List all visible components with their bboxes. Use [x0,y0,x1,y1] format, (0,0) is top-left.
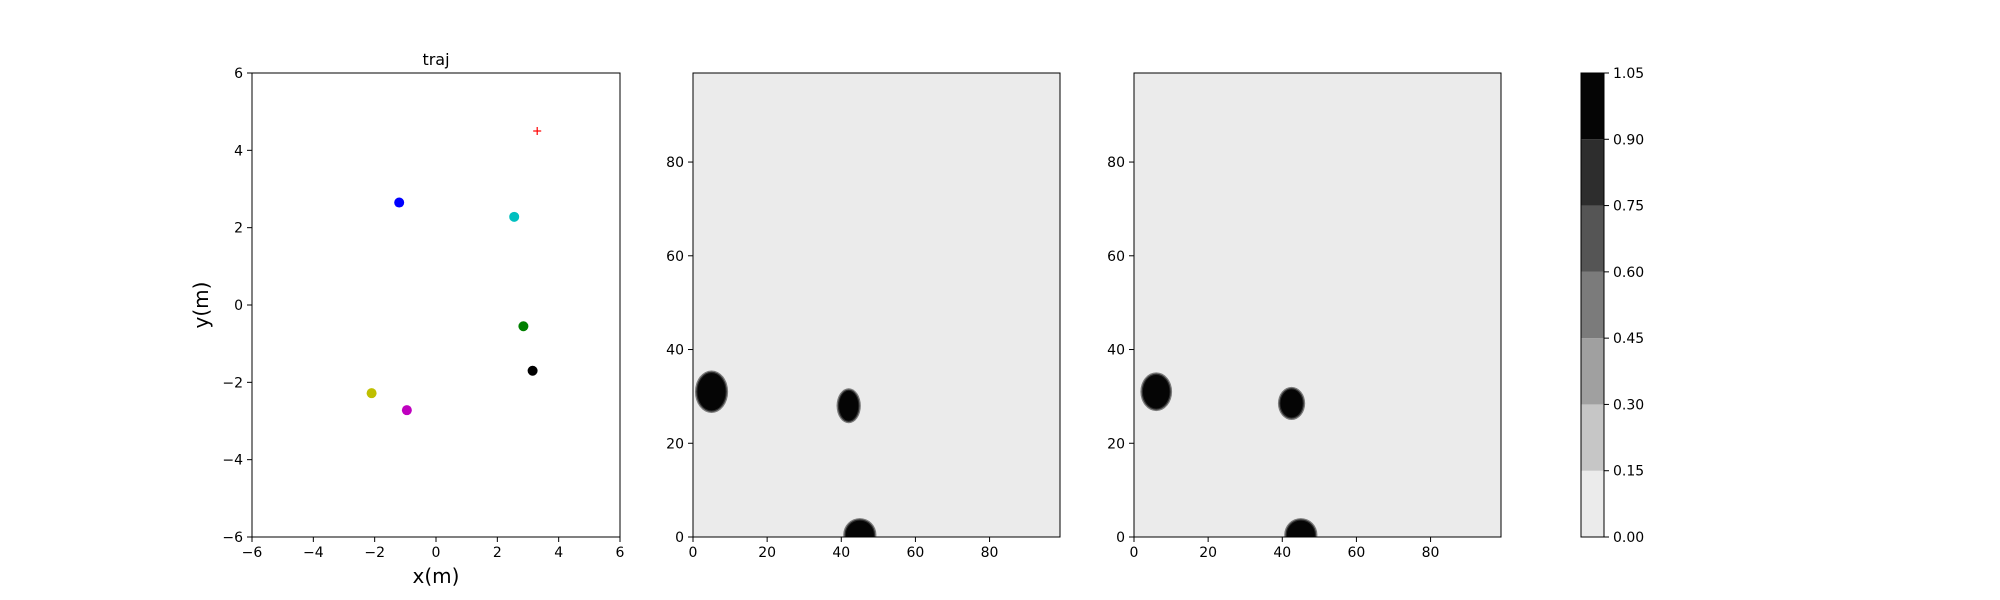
y-axis-label: y(m) [189,282,213,329]
colorbar-tick-label: 0.15 [1613,464,1644,480]
x-tick-label: −4 [303,545,324,561]
colorbar: 0.00 0.15 0.30 0.45 0.60 0.75 0.90 1.05 [1580,66,1644,546]
colorbar-tick-label: 0.90 [1613,132,1644,148]
x-tick-label: 80 [981,545,999,561]
x-tick-label: 60 [907,545,925,561]
goal-marker [533,127,542,135]
x-axis-label: x(m) [413,564,460,588]
colorbar-tick-label: 0.60 [1613,265,1644,281]
x-tick-label: −2 [364,545,385,561]
y-tick-label: 4 [234,143,243,159]
y-tick-label: 80 [1107,155,1125,171]
data-point [401,405,412,416]
colorbar-frame [1580,72,1605,538]
x-tick-label: 0 [432,545,441,561]
x-tick-label: 40 [832,545,850,561]
chart-title: traj [422,50,449,69]
heatmap-plot-2: 0 20 40 60 80 0 20 40 60 80 [1107,72,1502,561]
obstacle [697,372,726,411]
y-tick-label: 80 [666,155,684,171]
obstacle [1286,520,1315,537]
y-tick-label: −2 [222,375,243,391]
data-point [394,197,405,208]
x-tick-label: 2 [493,545,502,561]
x-tick-label: 0 [1130,545,1139,561]
obstacle-group [694,370,877,537]
plot-frame [692,72,1061,538]
obstacle [845,520,874,537]
colorbar-band [1581,139,1604,206]
y-tick-label: 0 [1116,530,1125,546]
x-tick-label: 60 [1348,545,1366,561]
obstacle-group [1140,372,1318,537]
heatmap-background [1134,73,1501,537]
colorbar-tick-label: 1.05 [1613,66,1644,82]
colorbar-tick-label: 0.45 [1613,331,1644,347]
colorbar-tick-label: 0.00 [1613,530,1644,546]
x-tick-label: −6 [242,545,263,561]
x-tick-label: 20 [1199,545,1217,561]
obstacle [1142,374,1170,409]
x-tick-label: 20 [758,545,776,561]
y-tick-label: 40 [666,343,684,359]
y-tick-label: −4 [222,453,243,469]
colorbar-tick-label: 0.30 [1613,397,1644,413]
colorbar-tick-label: 0.75 [1613,199,1644,215]
y-tick-label: 20 [666,436,684,452]
data-point [518,321,529,332]
plot-frame [1133,72,1502,538]
colorbar-band [1581,404,1604,471]
colorbar-band [1581,338,1604,405]
x-tick-label: 0 [689,545,698,561]
y-tick-label: 0 [234,298,243,314]
obstacle [839,390,859,421]
x-tick-label: 4 [554,545,563,561]
data-point [509,211,520,222]
y-tick-label: 40 [1107,343,1125,359]
data-point [527,365,538,376]
y-tick-label: 0 [675,530,684,546]
y-tick-label: 6 [234,66,243,82]
x-tick-label: 6 [616,545,625,561]
x-tick-label: 80 [1422,545,1440,561]
y-tick-label: 2 [234,221,243,237]
data-point [366,388,377,399]
colorbar-band [1581,470,1604,537]
colorbar-band [1581,205,1604,272]
y-tick-label: 60 [666,249,684,265]
y-tick-label: 60 [1107,249,1125,265]
heatmap-plot-1: 0 20 40 60 80 0 20 40 60 80 [666,72,1061,561]
obstacle [1280,389,1303,418]
y-tick-label: −6 [222,530,243,546]
colorbar-band [1581,271,1604,339]
y-tick-label: 20 [1107,436,1125,452]
heatmap-background [693,73,1060,537]
plot-frame [251,72,621,538]
colorbar-band [1581,73,1604,140]
plot-area [252,73,620,537]
x-tick-label: 40 [1273,545,1291,561]
trajectory-plot: −6 −4 −2 0 2 4 6 −6 −4 −2 0 2 4 6 traj x(m) y(m) [189,50,625,588]
